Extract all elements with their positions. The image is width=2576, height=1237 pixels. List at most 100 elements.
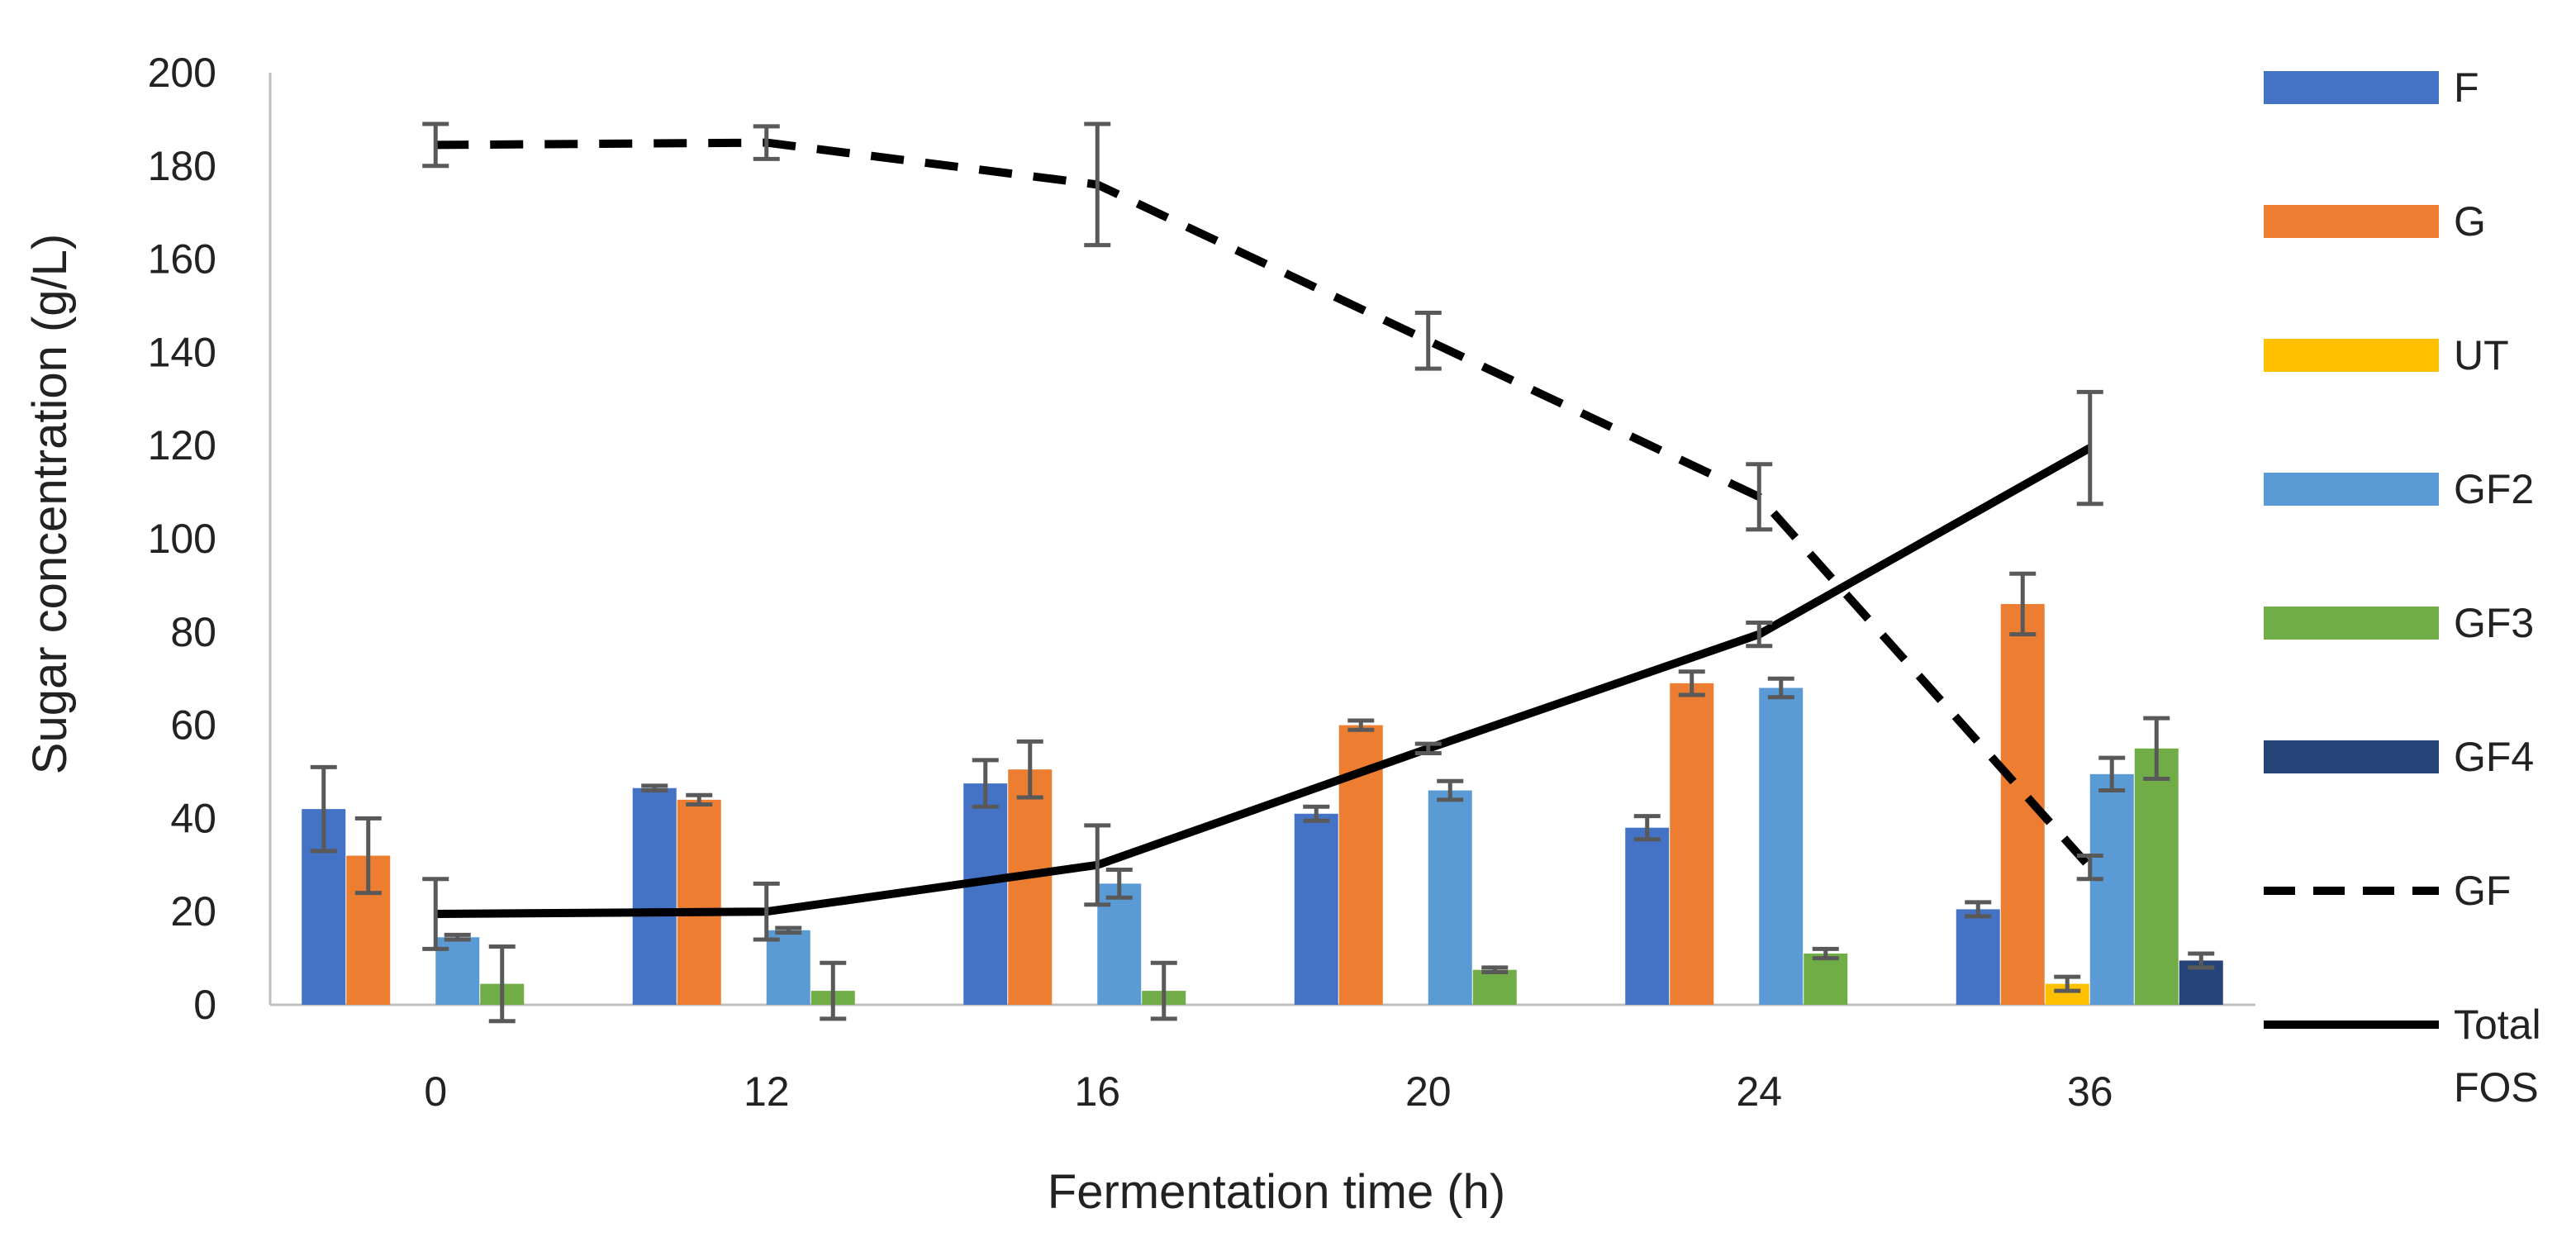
error-bar-gf3-24 [1812, 946, 1839, 961]
bar-gf2-20 [1428, 790, 1472, 1005]
x-tick-label-0: 0 [424, 1068, 447, 1115]
bar-g-24 [1670, 683, 1714, 1005]
error-bar-gf2-36 [2098, 755, 2126, 793]
error-bar-total-fos-0 [422, 877, 449, 951]
legend-swatch-f [2264, 71, 2439, 104]
error-bar-gf-24 [1746, 462, 1773, 532]
line-gf [435, 138, 2094, 870]
error-bar-gf3-20 [1481, 965, 1509, 975]
legend-label-ut: UT [2454, 332, 2509, 378]
error-bar-f-0 [310, 764, 337, 854]
error-bar-total-fos-36 [2076, 389, 2103, 507]
bars-layer [302, 603, 2223, 1005]
line-total-fos [435, 444, 2093, 919]
bar-gf3-36 [2134, 748, 2179, 1005]
x-tick-label-20: 20 [1405, 1068, 1452, 1115]
error-bar-gf3-0 [488, 944, 516, 1024]
error-bar-g-0 [354, 816, 382, 896]
error-bar-ut-36 [2054, 974, 2081, 993]
legend: F G UT GF2 GF3 GF4 GF Total FOS [2264, 64, 2541, 1111]
y-tick-label-40: 40 [170, 795, 216, 841]
errors-layer [310, 121, 2215, 1024]
error-bar-gf2-12 [775, 925, 802, 935]
error-bar-gf3-12 [820, 960, 847, 1021]
legend-item-total-fos: Total FOS [2264, 1001, 2541, 1111]
legend-label-g: G [2454, 198, 2486, 245]
lines-layer [435, 138, 2094, 919]
error-bar-gf2-20 [1437, 778, 1464, 802]
x-tick-label-12: 12 [744, 1068, 790, 1115]
y-tick-label-200: 200 [148, 50, 216, 96]
y-tick-label-120: 120 [148, 422, 216, 469]
legend-label-gf: GF [2454, 868, 2511, 914]
axes-layer [269, 73, 2255, 1006]
y-tick-label-140: 140 [148, 329, 216, 375]
error-bar-f-12 [641, 783, 668, 793]
bar-gf2-24 [1759, 687, 1804, 1005]
error-bar-gf-20 [1414, 310, 1442, 371]
error-bar-gf3-36 [2143, 716, 2170, 781]
bar-f-12 [632, 787, 677, 1005]
x-tick-label-24: 24 [1736, 1068, 1782, 1115]
legend-item-gf3: GF3 [2264, 600, 2534, 646]
error-bar-g-16 [1016, 739, 1043, 800]
error-bar-f-36 [1965, 900, 1992, 919]
error-bar-gf4-36 [2188, 951, 2215, 970]
y-tick-label-180: 180 [148, 143, 216, 189]
error-bar-gf2-24 [1767, 676, 1794, 700]
legend-item-gf: GF [2264, 868, 2511, 914]
bar-gf3-20 [1472, 969, 1517, 1005]
labels-layer: Fermentation time (h) Sugar concentratio… [23, 50, 2113, 1219]
legend-item-g: G [2264, 198, 2486, 245]
bar-f-20 [1294, 813, 1338, 1005]
y-tick-label-60: 60 [170, 702, 216, 749]
x-axis-title: Fermentation time (h) [1048, 1165, 1505, 1219]
legend-item-f: F [2264, 64, 2479, 111]
y-axis-title: Sugar concentration (g/L) [23, 234, 77, 774]
bar-g-12 [677, 799, 721, 1005]
legend-item-ut: UT [2264, 332, 2509, 378]
bar-g-16 [1008, 769, 1053, 1005]
error-bar-g-20 [1347, 718, 1375, 732]
error-bar-gf2-0 [444, 932, 471, 942]
legend-item-gf2: GF2 [2264, 466, 2534, 512]
legend-label-gf4: GF4 [2454, 734, 2534, 780]
x-tick-label-36: 36 [2067, 1068, 2113, 1115]
error-bar-f-20 [1303, 804, 1330, 823]
error-bar-gf3-16 [1150, 960, 1177, 1021]
error-bar-total-fos-16 [1084, 823, 1111, 907]
y-tick-label-0: 0 [193, 982, 216, 1028]
legend-swatch-ut [2264, 339, 2439, 372]
y-tick-label-80: 80 [170, 609, 216, 655]
error-bar-total-fos-24 [1746, 621, 1773, 649]
bar-f-36 [1956, 909, 2000, 1005]
error-bar-f-16 [972, 758, 999, 809]
error-bar-g-36 [2009, 571, 2037, 637]
y-tick-label-100: 100 [148, 516, 216, 562]
error-bar-g-12 [686, 792, 713, 806]
x-tick-label-16: 16 [1074, 1068, 1120, 1115]
legend-label-total-fos: Total FOS [2454, 1001, 2541, 1111]
error-bar-gf-16 [1084, 121, 1111, 248]
legend-swatch-gf3 [2264, 607, 2439, 640]
legend-item-gf4: GF4 [2264, 734, 2534, 780]
bar-f-24 [1625, 827, 1670, 1005]
bar-gf2-12 [766, 930, 810, 1005]
legend-swatch-g [2264, 205, 2439, 238]
y-tick-label-160: 160 [148, 236, 216, 283]
bar-gf3-24 [1804, 953, 1848, 1005]
error-bar-total-fos-20 [1414, 741, 1442, 755]
error-bar-f-24 [1633, 814, 1661, 842]
bar-f-16 [963, 783, 1008, 1005]
error-bar-gf-36 [2076, 854, 2103, 882]
error-bar-total-fos-12 [753, 881, 780, 942]
error-bar-gf2-16 [1105, 867, 1133, 900]
error-bar-gf-0 [422, 121, 449, 169]
y-tick-label-20: 20 [170, 888, 216, 935]
error-bar-gf-12 [753, 124, 780, 161]
bar-gf2-16 [1097, 883, 1142, 1005]
bar-gf2-36 [2089, 773, 2134, 1005]
legend-label-gf3: GF3 [2454, 600, 2534, 646]
legend-swatch-gf2 [2264, 473, 2439, 506]
